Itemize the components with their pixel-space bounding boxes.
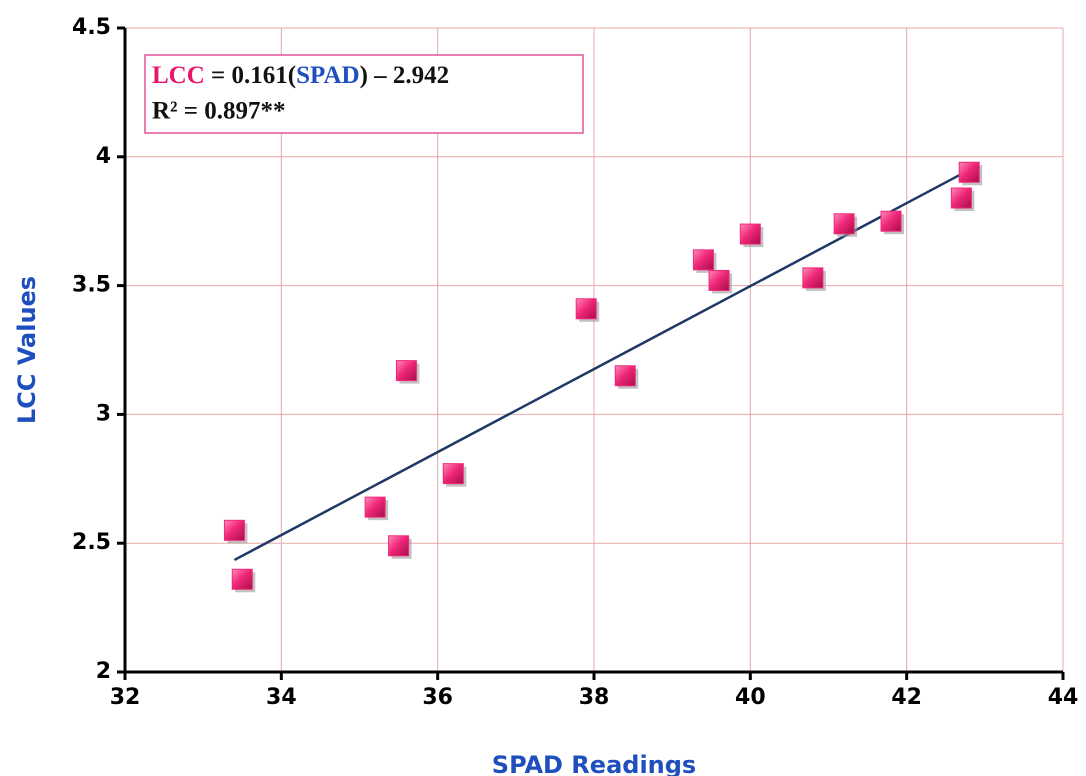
marker bbox=[223, 519, 245, 541]
marker bbox=[958, 161, 980, 183]
marker bbox=[880, 210, 902, 232]
x-tick-label: 44 bbox=[1048, 685, 1079, 710]
x-tick-label: 36 bbox=[422, 685, 453, 710]
annotation-box bbox=[144, 54, 584, 134]
y-tick-label: 3.5 bbox=[72, 273, 111, 298]
equation-part: LCC bbox=[152, 62, 205, 89]
x-tick-label: 38 bbox=[579, 685, 610, 710]
r-squared: R² = 0.897** bbox=[152, 98, 286, 125]
marker bbox=[442, 463, 464, 485]
x-tick-label: 42 bbox=[891, 685, 922, 710]
equation-part: ) – 2.942 bbox=[360, 62, 450, 89]
marker bbox=[708, 269, 730, 291]
marker bbox=[388, 535, 410, 557]
equation: LCC = 0.161(SPAD) – 2.942 bbox=[152, 62, 449, 89]
equation-part: = 0.161( bbox=[205, 62, 296, 89]
marker bbox=[575, 298, 597, 320]
y-tick-label: 4 bbox=[96, 144, 111, 169]
x-tick-label: 40 bbox=[735, 685, 766, 710]
y-tick-label: 3 bbox=[96, 401, 111, 426]
marker bbox=[614, 365, 636, 387]
y-tick-label: 2.5 bbox=[72, 530, 111, 555]
grid bbox=[124, 27, 1064, 673]
trendline bbox=[233, 168, 970, 562]
y-tick-label: 2 bbox=[96, 659, 111, 684]
marker bbox=[364, 496, 386, 518]
x-tick-label: 34 bbox=[266, 685, 297, 710]
marker bbox=[739, 223, 761, 245]
x-tick-label: 32 bbox=[110, 685, 141, 710]
y-axis-label: LCC Values bbox=[13, 276, 41, 424]
marker bbox=[692, 249, 714, 271]
marker bbox=[395, 360, 417, 382]
marker bbox=[950, 187, 972, 209]
marker bbox=[231, 568, 253, 590]
y-tick-label: 4.5 bbox=[72, 15, 111, 40]
equation-part: SPAD bbox=[296, 62, 359, 89]
marker bbox=[802, 267, 824, 289]
marker bbox=[833, 213, 855, 235]
x-axis-label: SPAD Readings bbox=[492, 751, 696, 776]
